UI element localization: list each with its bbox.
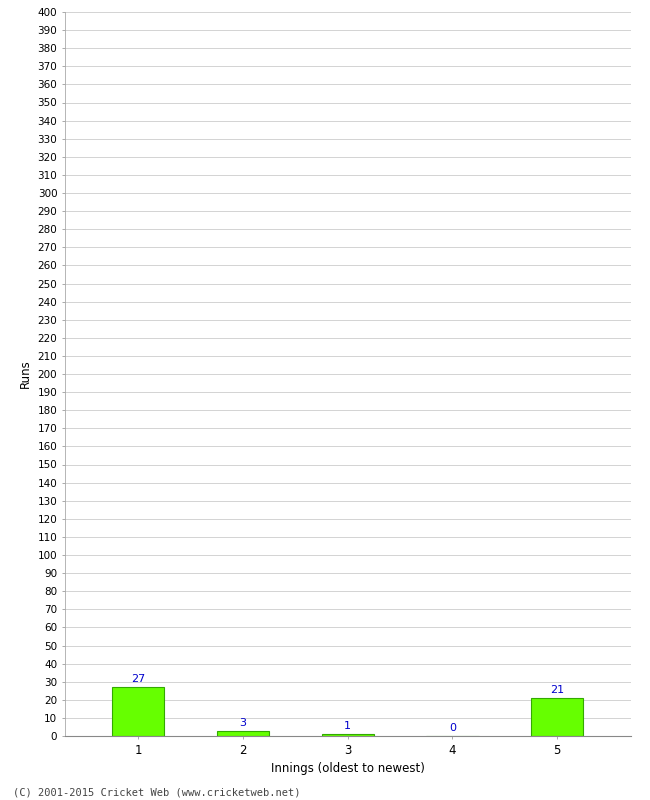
Text: 1: 1 <box>344 722 351 731</box>
Text: 21: 21 <box>550 686 564 695</box>
X-axis label: Innings (oldest to newest): Innings (oldest to newest) <box>271 762 424 775</box>
Y-axis label: Runs: Runs <box>19 360 32 388</box>
Bar <box>112 687 164 736</box>
Bar <box>531 698 584 736</box>
Bar <box>322 734 374 736</box>
Text: 0: 0 <box>449 723 456 734</box>
Text: 27: 27 <box>131 674 146 685</box>
Bar <box>217 730 269 736</box>
Text: 3: 3 <box>240 718 246 728</box>
Text: (C) 2001-2015 Cricket Web (www.cricketweb.net): (C) 2001-2015 Cricket Web (www.cricketwe… <box>13 787 300 798</box>
